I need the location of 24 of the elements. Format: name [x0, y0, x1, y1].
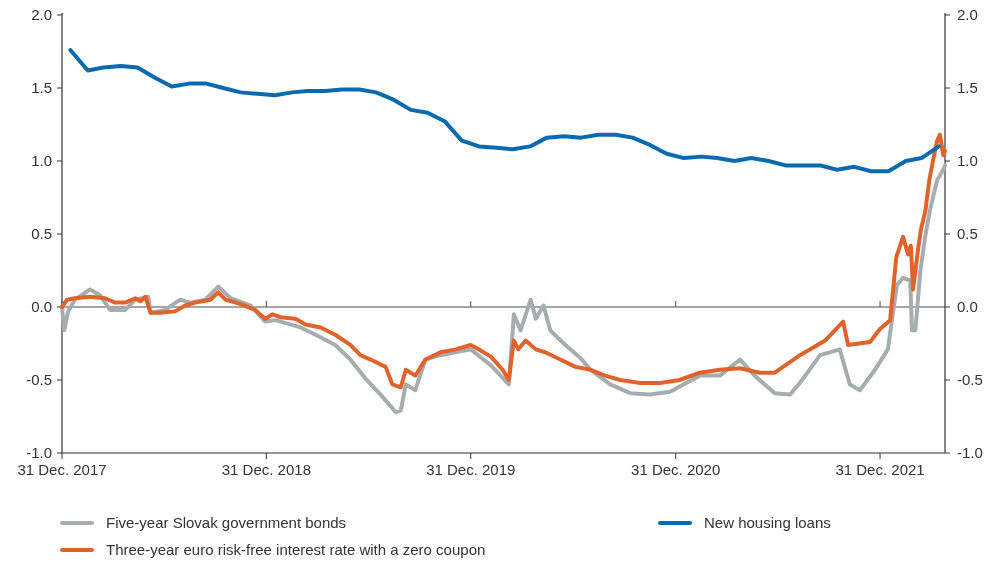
y-tick-label: -1.0	[26, 444, 52, 462]
y2-tick-label: 0.0	[957, 298, 978, 316]
legend-label: Three-year euro risk-free interest rate with a zero coupon	[106, 541, 486, 559]
y-tick-label: -0.5	[26, 371, 52, 389]
y2-tick-label: -0.5	[957, 371, 983, 389]
x-tick-label: 31 Dec. 2018	[221, 461, 311, 478]
x-tick-label: 31 Dec. 2019	[426, 461, 516, 478]
x-tick-label: 31 Dec. 2017	[17, 461, 107, 478]
x-tick-label: 31 Dec. 2020	[631, 461, 721, 478]
y-tick-label: 1.5	[31, 79, 52, 97]
y2-tick-label: 0.5	[957, 225, 978, 243]
y2-tick-label: -1.0	[957, 444, 983, 462]
y2-tick-label: 1.5	[957, 79, 978, 97]
y2-tick-label: 2.0	[957, 6, 978, 24]
x-tick-label: 31 Dec. 2021	[835, 461, 925, 478]
y-tick-label: 1.0	[31, 152, 52, 170]
y-tick-label: 0.5	[31, 225, 52, 243]
y-tick-label: 0.0	[31, 298, 52, 316]
y2-tick-label: 1.0	[957, 152, 978, 170]
legend-label: Five-year Slovak government bonds	[106, 514, 347, 532]
legend-label: New housing loans	[704, 514, 831, 532]
y-tick-label: 2.0	[31, 6, 52, 24]
line-series	[60, 132, 947, 390]
line-series	[68, 48, 941, 174]
